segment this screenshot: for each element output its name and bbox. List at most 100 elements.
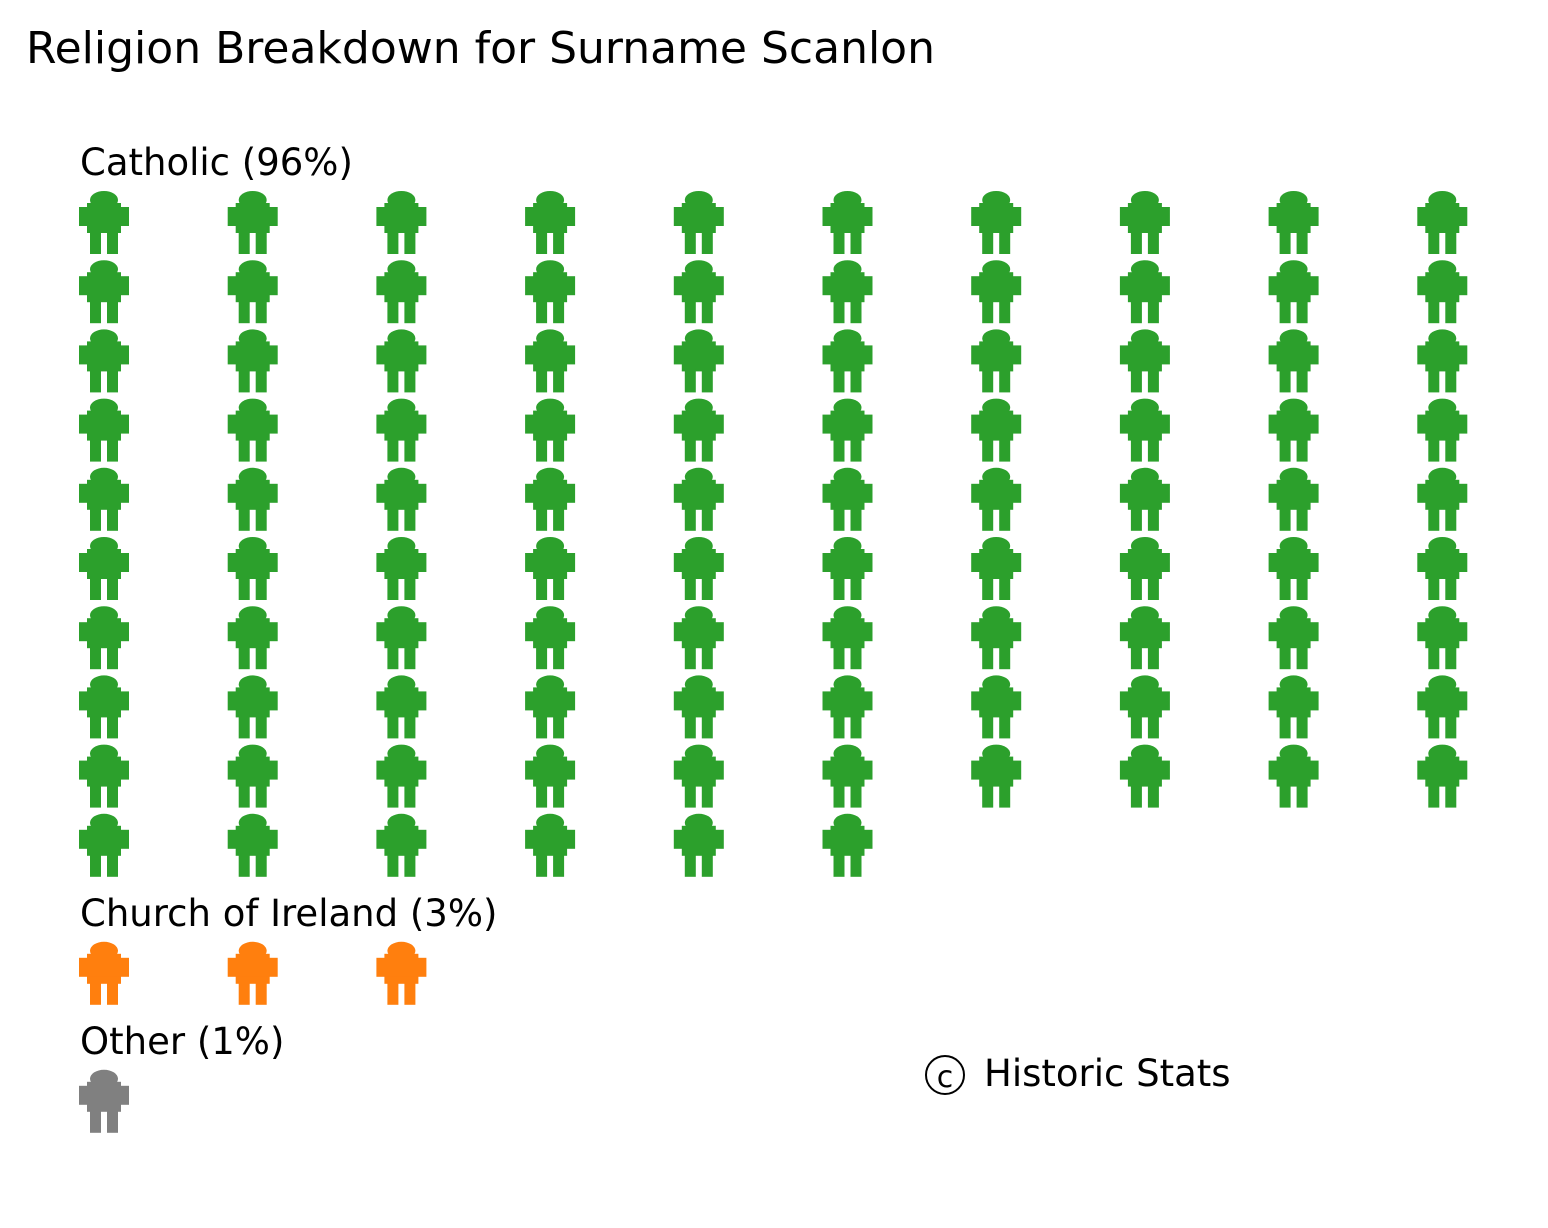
person-icon: [525, 537, 576, 600]
person-icon: [1119, 398, 1170, 462]
person-icon: [525, 467, 576, 531]
person-icon: [1119, 744, 1170, 808]
credit: c Historic Stats: [925, 1052, 1231, 1095]
person-icon: [1417, 537, 1468, 600]
chart-title: Religion Breakdown for Surname Scanlon: [26, 23, 935, 74]
group-label: Other (1%): [80, 1020, 284, 1063]
person-icon: [1268, 537, 1319, 600]
person-icon: [971, 329, 1022, 393]
person-icon: [1119, 260, 1170, 324]
person-icon: [822, 467, 873, 531]
person-icon: [1268, 329, 1319, 393]
person-icon: [79, 744, 129, 808]
person-icon: [227, 260, 278, 324]
person-icon: [376, 606, 427, 670]
person-icon: [1268, 675, 1319, 739]
group-label: Catholic (96%): [80, 141, 353, 184]
person-icon: [376, 537, 427, 600]
pictogram-groups: Catholic (96%) Church of Ireland (3%) Othe…: [79, 141, 1468, 1133]
person-icon: [1417, 398, 1468, 462]
person-icon: [376, 398, 427, 462]
person-icon: [822, 260, 873, 324]
person-icon: [673, 675, 724, 739]
person-icon: [376, 467, 427, 531]
person-icon: [1119, 329, 1170, 393]
copyright-symbol: c: [937, 1060, 954, 1095]
person-icon: [673, 537, 724, 600]
person-icon: [1268, 467, 1319, 531]
person-icon: [376, 260, 427, 324]
copyright-circle-icon: [925, 1055, 965, 1095]
person-icon: [525, 329, 576, 393]
group-label: Church of Ireland (3%): [80, 892, 497, 935]
person-icon: [227, 398, 278, 462]
person-icon: [673, 260, 724, 324]
person-icon: [227, 941, 278, 1005]
person-icon: [79, 941, 129, 1005]
person-icon: [79, 1069, 129, 1133]
person-icon: [79, 260, 129, 324]
person-icon: [376, 941, 427, 1005]
person-icon: [822, 398, 873, 462]
person-icon: [971, 191, 1022, 254]
person-icon: [227, 191, 278, 254]
person-icon: [673, 398, 724, 462]
person-icon: [227, 744, 278, 808]
person-icon: [1417, 260, 1468, 324]
person-icon: [525, 606, 576, 670]
person-icon: [376, 329, 427, 393]
person-icon: [822, 813, 873, 877]
person-icon: [971, 744, 1022, 808]
person-icon: [1119, 467, 1170, 531]
person-icon: [79, 191, 129, 254]
person-icon: [1268, 398, 1319, 462]
person-icon: [673, 191, 724, 254]
person-icon: [971, 260, 1022, 324]
person-icon: [525, 744, 576, 808]
person-icon: [822, 191, 873, 254]
person-icon: [971, 675, 1022, 739]
group-church-of-ireland: Church of Ireland (3%): [79, 892, 497, 1005]
person-icon: [1119, 191, 1170, 254]
person-icon: [376, 191, 427, 254]
person-icon: [822, 606, 873, 670]
person-icon: [227, 813, 278, 877]
person-icon: [673, 467, 724, 531]
group-catholic: Catholic (96%): [79, 141, 1468, 877]
person-icon: [1417, 467, 1468, 531]
person-icon: [227, 537, 278, 600]
person-icon: [79, 606, 129, 670]
person-icon: [525, 398, 576, 462]
person-icon: [525, 813, 576, 877]
person-icon: [376, 744, 427, 808]
person-icon: [376, 675, 427, 739]
person-icon: [1119, 537, 1170, 600]
credit-text: Historic Stats: [984, 1052, 1231, 1095]
person-icon: [1417, 675, 1468, 739]
person-icon: [79, 675, 129, 739]
person-icon: [971, 537, 1022, 600]
person-icon: [525, 191, 576, 254]
person-icon: [1417, 744, 1468, 808]
person-icon: [822, 537, 873, 600]
person-icon: [1417, 329, 1468, 393]
person-icon: [1268, 260, 1319, 324]
person-icon: [673, 329, 724, 393]
person-icon: [673, 606, 724, 670]
person-icon: [1268, 606, 1319, 670]
person-icon: [971, 606, 1022, 670]
person-icon: [227, 329, 278, 393]
person-icon: [79, 329, 129, 393]
person-icon: [525, 675, 576, 739]
person-icon: [1268, 191, 1319, 254]
person-icon: [79, 813, 129, 877]
person-icon: [525, 260, 576, 324]
person-icon: [79, 398, 129, 462]
person-icon: [79, 467, 129, 531]
person-icon: [822, 675, 873, 739]
person-icon: [376, 813, 427, 877]
person-icon: [971, 398, 1022, 462]
person-icon: [1268, 744, 1319, 808]
person-icon: [227, 467, 278, 531]
group-other: Other (1%): [79, 1020, 284, 1133]
